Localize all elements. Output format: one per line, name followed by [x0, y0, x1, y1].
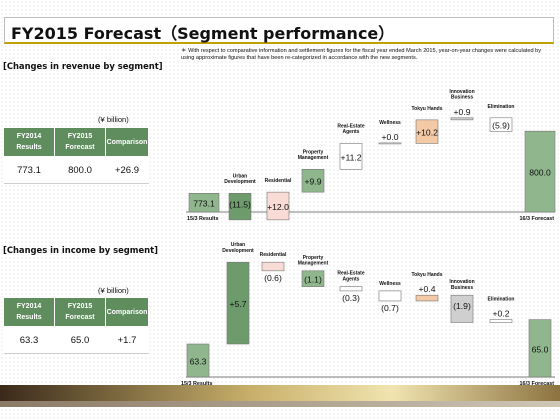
revenue-data-label: +0.9 — [454, 107, 471, 117]
income-summary-table: FY2014 Results FY2015 Forecast Compariso… — [3, 297, 149, 354]
revenue-category-label: 15/3 Results — [187, 216, 218, 222]
income-unit: (¥ billion) — [98, 286, 129, 295]
income-category-label: 16/3 Forecast — [520, 381, 555, 387]
income-bar — [450, 294, 474, 323]
income-category-label: Elimination — [488, 297, 515, 303]
revenue-bar — [450, 117, 474, 121]
revenue-value-fy2014: 773.1 — [3, 156, 55, 184]
income-data-label: (1.1) — [304, 275, 322, 285]
income-bar — [378, 290, 402, 302]
revenue-header-fy2014: FY2014 Results — [3, 127, 55, 157]
income-bar — [415, 294, 439, 302]
income-data-label: (0.6) — [264, 273, 282, 283]
revenue-data-label: 800.0 — [529, 168, 551, 178]
income-bar — [339, 286, 363, 292]
income-data-label: (0.7) — [381, 303, 399, 313]
income-data-label: 63.3 — [190, 357, 207, 367]
revenue-value-comparison: +26.9 — [105, 156, 149, 184]
income-data-label: +0.2 — [493, 309, 510, 319]
revenue-data-label: +10.2 — [416, 128, 438, 138]
income-category-label: Property Management — [298, 255, 329, 267]
revenue-bar — [339, 143, 363, 170]
revenue-bar — [489, 117, 513, 132]
revenue-category-label: 16/3 Forecast — [520, 216, 555, 222]
income-value-fy2015: 65.0 — [54, 326, 106, 354]
income-data-label: +5.7 — [230, 299, 247, 309]
income-category-label: Urban Development — [222, 242, 254, 254]
revenue-data-label: +12.0 — [267, 202, 289, 212]
income-bar — [226, 261, 250, 345]
revenue-category-label: Residential — [265, 178, 292, 184]
income-category-label: Real-Estate Agents — [337, 271, 364, 283]
income-data-label: (0.3) — [342, 293, 360, 303]
title-bar: FY2015 Forecast（Segment performance） — [4, 17, 554, 44]
income-header-fy2014: FY2014 Results — [3, 297, 55, 327]
income-section-label: [Changes in income by segment] — [3, 245, 158, 255]
revenue-section-label: [Changes in revenue by segment] — [3, 61, 163, 71]
footnote: ＊ With respect to comparative informatio… — [181, 48, 542, 61]
revenue-value-fy2015: 800.0 — [54, 156, 106, 184]
footer-shade — [0, 401, 560, 407]
revenue-unit: (¥ billion) — [98, 115, 129, 124]
revenue-bar — [415, 119, 439, 144]
revenue-bar — [378, 142, 402, 145]
revenue-category-label: Property Management — [298, 149, 329, 161]
revenue-category-label: Tokyu Hands — [411, 106, 442, 112]
income-data-label: 65.0 — [532, 344, 549, 354]
income-value-fy2014: 63.3 — [3, 326, 55, 354]
income-category-label: Innovation Business — [449, 279, 474, 291]
income-bar — [528, 319, 552, 378]
revenue-header-comparison: Comparison — [105, 127, 149, 157]
revenue-category-label: Elimination — [488, 104, 515, 110]
footer-decorative-bar — [0, 385, 560, 401]
revenue-data-label: 773.1 — [193, 199, 215, 209]
revenue-bar — [524, 130, 556, 213]
revenue-header-fy2015: FY2015 Forecast — [54, 127, 106, 157]
income-header-fy2015: FY2015 Forecast — [54, 297, 106, 327]
income-category-label: Wellness — [379, 281, 401, 287]
revenue-bar — [266, 191, 290, 221]
revenue-category-label: Urban Development — [224, 173, 256, 185]
revenue-data-label: +11.2 — [340, 152, 361, 162]
page-title: FY2015 Forecast（Segment performance） — [11, 24, 395, 43]
revenue-category-label: Real-Estate Agents — [337, 123, 364, 135]
income-bar — [489, 319, 513, 323]
income-category-label: Residential — [260, 252, 287, 258]
income-data-label: (1.9) — [453, 301, 471, 311]
income-category-label: Tokyu Hands — [411, 272, 442, 278]
income-bar — [301, 270, 325, 287]
revenue-category-label: Innovation Business — [449, 89, 474, 101]
revenue-bar — [228, 192, 252, 221]
revenue-data-label: (5.9) — [492, 121, 510, 131]
revenue-data-label: +9.9 — [305, 177, 322, 187]
revenue-data-label: +0.0 — [382, 132, 399, 142]
income-data-label: +0.4 — [419, 284, 436, 294]
income-bar — [186, 343, 210, 378]
revenue-summary-table: FY2014 Results FY2015 Forecast Compariso… — [3, 127, 149, 184]
income-value-comparison: +1.7 — [105, 326, 149, 354]
revenue-bar — [301, 168, 325, 193]
revenue-category-label: Wellness — [379, 120, 401, 126]
income-bar — [261, 261, 285, 272]
income-category-label: 15/3 Results — [181, 381, 212, 387]
revenue-bar — [188, 192, 220, 213]
revenue-data-label: (11.5) — [229, 199, 251, 209]
